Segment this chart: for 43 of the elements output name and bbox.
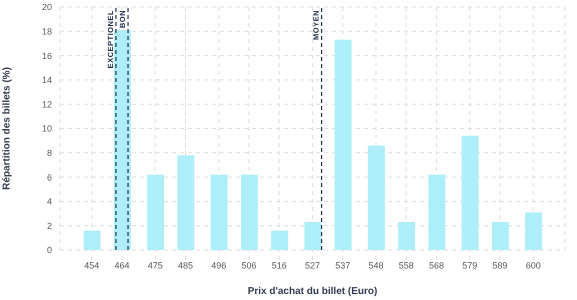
y-tick-label: 4 — [46, 196, 52, 207]
y-tick-label: 8 — [46, 148, 52, 158]
bar — [525, 212, 542, 250]
x-tick-label: 485 — [178, 260, 194, 270]
y-tick-label: 0 — [46, 245, 52, 256]
y-tick-label: 2 — [46, 220, 52, 231]
bar — [177, 155, 194, 250]
bar — [428, 174, 446, 250]
x-axis-title: Prix d'achat du billet (Euro) — [248, 286, 378, 297]
bar — [462, 136, 479, 250]
y-tick-label: 18 — [42, 26, 52, 36]
bar — [368, 146, 385, 250]
x-tick-label: 496 — [211, 260, 226, 270]
y-tick-label: 6 — [46, 172, 52, 182]
bar — [114, 30, 131, 250]
bar — [492, 222, 509, 250]
y-axis-title: Répartition des billets (%) — [2, 67, 13, 190]
bar — [210, 174, 228, 250]
y-tick-label: 10 — [42, 124, 52, 134]
x-tick-label: 579 — [462, 260, 478, 270]
bar — [334, 40, 352, 250]
x-tick-label: 516 — [272, 260, 287, 270]
x-tick-label: 454 — [84, 260, 100, 270]
x-tick-label: 589 — [492, 260, 508, 270]
x-tick-label: 600 — [526, 260, 541, 270]
bar — [147, 174, 164, 250]
x-tick-label: 558 — [398, 260, 414, 270]
bar — [304, 222, 322, 250]
bar — [240, 174, 258, 250]
bar — [84, 230, 101, 250]
y-tick-label: 16 — [42, 50, 52, 61]
y-tick-label: 20 — [42, 2, 52, 12]
y-tick-label: 12 — [42, 99, 52, 110]
x-tick-label: 464 — [114, 260, 130, 270]
x-tick-label: 548 — [368, 260, 384, 270]
x-tick-label: 506 — [241, 260, 257, 270]
x-tick-label: 568 — [428, 260, 444, 270]
bar — [398, 222, 416, 250]
x-tick-label: 475 — [148, 260, 163, 270]
x-tick-label: 537 — [335, 260, 350, 270]
y-tick-label: 14 — [42, 75, 52, 86]
x-tick-label: 527 — [304, 260, 320, 270]
bar — [271, 230, 288, 250]
